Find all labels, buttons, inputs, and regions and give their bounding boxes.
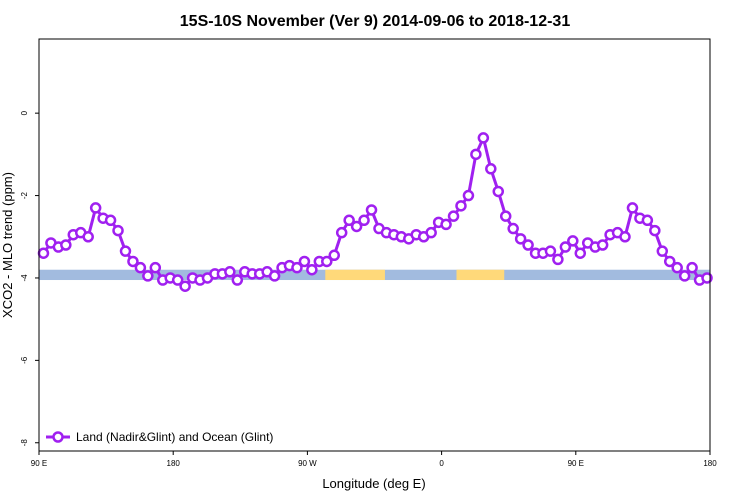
data-point bbox=[544, 245, 557, 257]
data-point bbox=[358, 214, 370, 227]
series-layer bbox=[37, 132, 713, 292]
data-point bbox=[671, 261, 683, 274]
legend: Land (Nadir&Glint) and Ocean (Glint) bbox=[46, 430, 273, 444]
data-point bbox=[425, 226, 437, 239]
data-point bbox=[470, 148, 482, 161]
data-point bbox=[365, 204, 378, 216]
plot-frame bbox=[38, 38, 711, 452]
data-point bbox=[306, 263, 318, 276]
data-point bbox=[149, 261, 162, 274]
x-tick-label: 90 E bbox=[31, 459, 47, 468]
data-point bbox=[485, 163, 497, 175]
data-point bbox=[455, 200, 467, 212]
data-point bbox=[350, 220, 363, 233]
data-point bbox=[656, 245, 669, 257]
x-axis: 90 E 180 90 W 0 90 E 180 bbox=[31, 451, 717, 468]
x-tick-label: 180 bbox=[167, 459, 181, 468]
data-point bbox=[82, 231, 94, 243]
data-point bbox=[127, 255, 139, 268]
data-point bbox=[268, 270, 281, 282]
data-point bbox=[231, 274, 244, 286]
data-point bbox=[291, 261, 303, 274]
data-point bbox=[567, 235, 579, 247]
data-point bbox=[477, 132, 490, 144]
data-point bbox=[559, 241, 572, 253]
data-point bbox=[507, 222, 519, 235]
data-point bbox=[343, 214, 355, 227]
data-point bbox=[641, 214, 654, 227]
data-point bbox=[440, 218, 452, 231]
data-point bbox=[522, 239, 534, 251]
data-point bbox=[171, 274, 184, 286]
x-tick-label: 180 bbox=[703, 459, 717, 468]
y-tick-label: -8 bbox=[20, 439, 29, 447]
x-axis-label: Longitude (deg E) bbox=[322, 476, 425, 491]
data-point bbox=[499, 210, 512, 222]
data-point bbox=[112, 224, 124, 237]
data-point bbox=[134, 261, 147, 274]
data-point bbox=[678, 270, 691, 282]
data-point bbox=[335, 226, 348, 239]
data-point bbox=[89, 202, 102, 214]
land-band bbox=[325, 269, 385, 281]
data-point bbox=[179, 280, 191, 292]
land-band bbox=[456, 269, 505, 281]
y-tick-label: -4 bbox=[20, 274, 29, 282]
data-point bbox=[298, 255, 311, 268]
data-point bbox=[142, 270, 154, 282]
data-point bbox=[619, 231, 631, 243]
data-point bbox=[224, 266, 236, 278]
x-tick-label: 90 E bbox=[568, 459, 584, 468]
data-point bbox=[447, 210, 460, 222]
data-point bbox=[574, 247, 587, 259]
data-point bbox=[119, 245, 132, 257]
y-tick-label: 0 bbox=[20, 110, 29, 115]
x-tick-label: 0 bbox=[439, 459, 444, 468]
x-tick-label: 90 W bbox=[298, 459, 317, 468]
data-point bbox=[686, 261, 698, 274]
legend-label: Land (Nadir&Glint) and Ocean (Glint) bbox=[76, 430, 273, 444]
y-tick-label: -2 bbox=[20, 191, 29, 199]
data-point bbox=[462, 189, 475, 202]
data-point bbox=[552, 253, 564, 266]
y-tick-label: -6 bbox=[20, 356, 29, 364]
data-point bbox=[492, 185, 505, 198]
data-point bbox=[596, 239, 609, 251]
y-axis-label: XCO2 - MLO trend (ppm) bbox=[0, 172, 15, 318]
data-point bbox=[104, 214, 117, 227]
data-point bbox=[663, 255, 676, 268]
data-point bbox=[626, 202, 639, 214]
data-point bbox=[321, 255, 333, 268]
data-point bbox=[649, 224, 661, 237]
data-point bbox=[514, 233, 527, 245]
data-point bbox=[60, 239, 72, 251]
chart-title: 15S-10S November (Ver 9) 2014-09-06 to 2… bbox=[180, 13, 571, 30]
data-point bbox=[37, 247, 50, 259]
surface-band bbox=[39, 269, 710, 281]
legend-marker bbox=[52, 431, 64, 443]
y-axis: 0 -2 -4 -6 -8 bbox=[20, 110, 39, 446]
data-point bbox=[328, 249, 340, 262]
data-point bbox=[701, 272, 713, 284]
